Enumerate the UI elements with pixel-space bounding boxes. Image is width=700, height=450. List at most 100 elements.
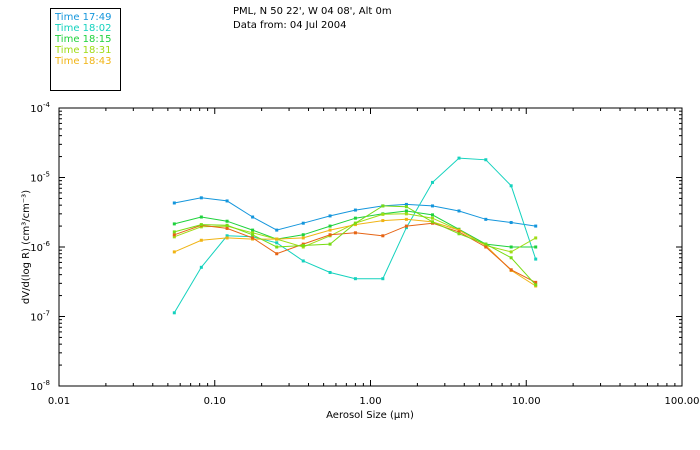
data-point [225,199,229,203]
data-point [509,245,513,249]
data-point [381,212,385,216]
y-tick-label: 10-7 [30,310,50,324]
data-point [430,180,434,184]
data-point [251,231,255,235]
data-point [199,196,203,200]
data-point [275,245,279,249]
data-point [199,225,203,229]
data-point [225,223,229,227]
data-point [404,226,408,230]
data-point [225,226,229,230]
plot-frame [58,107,683,387]
data-point [275,237,279,241]
data-point [484,245,488,249]
data-point [430,216,434,220]
x-tick-label: 1.00 [359,396,381,407]
legend-entry-time-1802: Time 18:02 [55,23,112,34]
data-point [328,242,332,246]
data-point [275,241,279,245]
data-point [404,212,408,216]
data-point [225,236,229,240]
data-point [301,221,305,225]
data-point [301,233,305,237]
data-point [509,256,513,260]
data-point [457,209,461,213]
data-point [457,230,461,234]
data-point [353,216,357,220]
data-point [404,217,408,221]
x-tick-label: 0.01 [48,396,70,407]
x-axis-label: Aerosol Size (µm) [326,410,414,421]
data-point [430,213,434,217]
data-point [328,233,332,237]
series-unlabeled-1 [172,221,538,284]
data-point [172,230,176,234]
data-date: Data from: 04 Jul 2004 [233,20,347,31]
data-point [509,184,513,188]
data-point [484,217,488,221]
data-point [251,233,255,237]
data-point [430,220,434,224]
data-point [404,205,408,209]
data-point [199,223,203,227]
y-axis-label: dV/d(log R) (cm³/cm⁻³) [21,190,32,304]
data-point [381,204,385,208]
data-point [534,283,538,287]
data-point [404,202,408,206]
data-point [225,219,229,223]
data-point [301,244,305,248]
data-point [457,156,461,160]
data-point [251,228,255,232]
legend-entry-time-1749: Time 17:49 [55,12,112,23]
data-point [457,228,461,232]
data-point [404,209,408,213]
series-unlabeled-2 [172,204,538,287]
data-point [172,222,176,226]
data-point [509,250,513,254]
data-point [381,277,385,281]
data-point [172,201,176,205]
x-tick-label: 0.10 [204,396,226,407]
chart-title: PML, N 50 22', W 04 08', Alt 0m [233,6,392,17]
legend-entry-time-1843: Time 18:43 [55,56,112,67]
series-layer [172,156,538,315]
data-point [534,245,538,249]
y-axis: 10-8 10-7 10-6 10-5 10-4 [30,101,682,393]
data-point [199,215,203,219]
data-point [509,268,513,272]
data-point [172,233,176,237]
x-tick-label: 100.00 [665,396,700,407]
data-point [430,204,434,208]
data-point [534,224,538,228]
data-point [172,235,176,239]
data-point [381,219,385,223]
legend: Time 17:49 Time 18:02 Time 18:15 Time 18… [50,8,121,91]
data-point [172,250,176,254]
data-point [301,259,305,263]
data-point [328,214,332,218]
data-point [172,311,176,315]
data-point [251,236,255,240]
data-point [353,221,357,225]
series-time-17-49 [172,196,538,232]
data-point [353,231,357,235]
y-tick-label: 10-6 [30,240,50,254]
data-point [353,277,357,281]
data-point [251,215,255,219]
data-point [404,224,408,228]
data-point [509,221,513,225]
data-point [199,238,203,242]
data-point [301,236,305,240]
data-point [199,265,203,269]
data-point [534,236,538,240]
legend-entry-time-1831: Time 18:31 [55,45,112,56]
x-tick-label: 10.00 [512,396,541,407]
data-point [225,234,229,238]
y-tick-label: 10-8 [30,379,50,393]
data-point [534,257,538,261]
legend-entry-time-1815: Time 18:15 [55,34,112,45]
data-point [381,234,385,238]
data-point [328,270,332,274]
data-point [328,224,332,228]
